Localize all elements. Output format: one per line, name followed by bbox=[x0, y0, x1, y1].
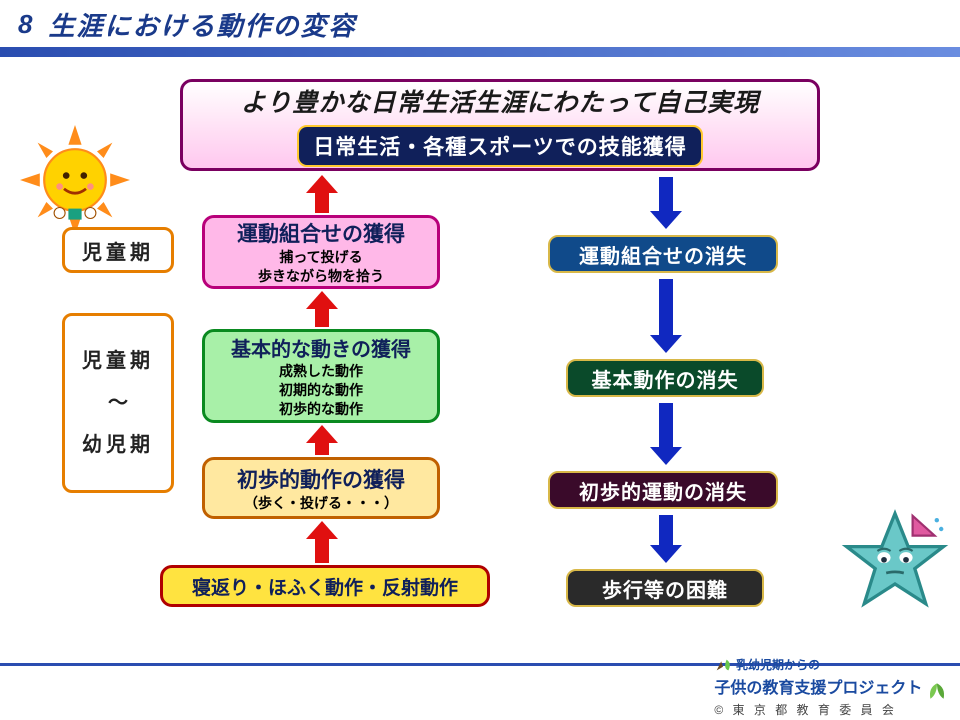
footer-line-1: 乳幼児期からの bbox=[736, 658, 820, 672]
left-box-2-sub0: （歩く・投げる・・・） bbox=[244, 494, 398, 513]
bottom-box-text: 寝返り・ほふく動作・反射動作 bbox=[192, 573, 458, 600]
header-box: より豊かな日常生活生涯にわたって自己実現 日常生活・各種スポーツでの技能獲得 bbox=[180, 79, 820, 171]
arrow-up-3 bbox=[306, 521, 338, 563]
footer-line-2: 子供の教育支援プロジェクト bbox=[714, 680, 922, 697]
right-pill-3: 歩行等の困難 bbox=[566, 569, 764, 607]
arrow-down-2 bbox=[650, 403, 682, 465]
title-bar: 8 生涯における動作の変容 bbox=[0, 0, 960, 43]
arrow-down-1 bbox=[650, 279, 682, 353]
right-pill-1: 基本動作の消失 bbox=[566, 359, 764, 397]
star-character-icon bbox=[840, 507, 950, 617]
arrow-down-3 bbox=[650, 515, 682, 563]
header-pill: 日常生活・各種スポーツでの技能獲得 bbox=[297, 125, 703, 167]
header-title: より豊かな日常生活生涯にわたって自己実現 bbox=[241, 83, 759, 119]
stage-line-1: 〜 bbox=[108, 382, 128, 424]
left-box-1-sub2: 初歩的な動作 bbox=[279, 400, 363, 419]
left-box-2: 初歩的動作の獲得 （歩く・投げる・・・） bbox=[202, 457, 440, 519]
left-box-1-title: 基本的な動きの獲得 bbox=[231, 333, 411, 362]
arrow-up-2 bbox=[306, 425, 338, 455]
stage-childhood: 児童期 bbox=[62, 227, 174, 273]
title-text: 生涯における動作の変容 bbox=[48, 6, 356, 43]
right-pill-3-text: 歩行等の困難 bbox=[602, 574, 728, 603]
footer-leaf-icon bbox=[926, 679, 948, 701]
arrow-down-0 bbox=[650, 177, 682, 229]
footer: 乳幼児期からの 子供の教育支援プロジェクト © 東 京 都 教 育 委 員 会 bbox=[714, 656, 948, 718]
stage-line-2: 幼児期 bbox=[82, 424, 154, 466]
diagram-canvas: より豊かな日常生活生涯にわたって自己実現 日常生活・各種スポーツでの技能獲得 児… bbox=[0, 57, 960, 717]
header-pill-text: 日常生活・各種スポーツでの技能獲得 bbox=[313, 131, 687, 161]
footer-logo-icon bbox=[714, 656, 732, 674]
footer-line-3: © 東 京 都 教 育 委 員 会 bbox=[714, 703, 897, 717]
right-pill-0-text: 運動組合せの消失 bbox=[579, 240, 747, 269]
arrow-up-0 bbox=[306, 175, 338, 213]
title-rule bbox=[0, 47, 960, 57]
right-pill-1-text: 基本動作の消失 bbox=[592, 364, 739, 393]
left-box-1-sub1: 初期的な動作 bbox=[279, 381, 363, 400]
left-box-1: 基本的な動きの獲得 成熟した動作 初期的な動作 初歩的な動作 bbox=[202, 329, 440, 423]
stage-child-to-infant: 児童期 〜 幼児期 bbox=[62, 313, 174, 493]
left-box-0-title: 運動組合せの獲得 bbox=[237, 218, 405, 248]
left-box-0-sub0: 捕って投げる bbox=[279, 248, 362, 267]
stage-childhood-label: 児童期 bbox=[82, 236, 154, 265]
left-box-0: 運動組合せの獲得 捕って投げる 歩きながら物を拾う bbox=[202, 215, 440, 289]
left-box-2-title: 初歩的動作の獲得 bbox=[237, 464, 405, 494]
right-pill-2: 初歩的運動の消失 bbox=[548, 471, 778, 509]
left-box-1-sub0: 成熟した動作 bbox=[279, 362, 363, 381]
sun-character-icon bbox=[20, 125, 130, 235]
bottom-box: 寝返り・ほふく動作・反射動作 bbox=[160, 565, 490, 607]
arrow-up-1 bbox=[306, 291, 338, 327]
right-pill-2-text: 初歩的運動の消失 bbox=[579, 476, 747, 505]
left-box-0-sub1: 歩きながら物を拾う bbox=[258, 267, 384, 286]
stage-line-0: 児童期 bbox=[82, 340, 154, 382]
title-number: 8 bbox=[18, 9, 32, 40]
right-pill-0: 運動組合せの消失 bbox=[548, 235, 778, 273]
